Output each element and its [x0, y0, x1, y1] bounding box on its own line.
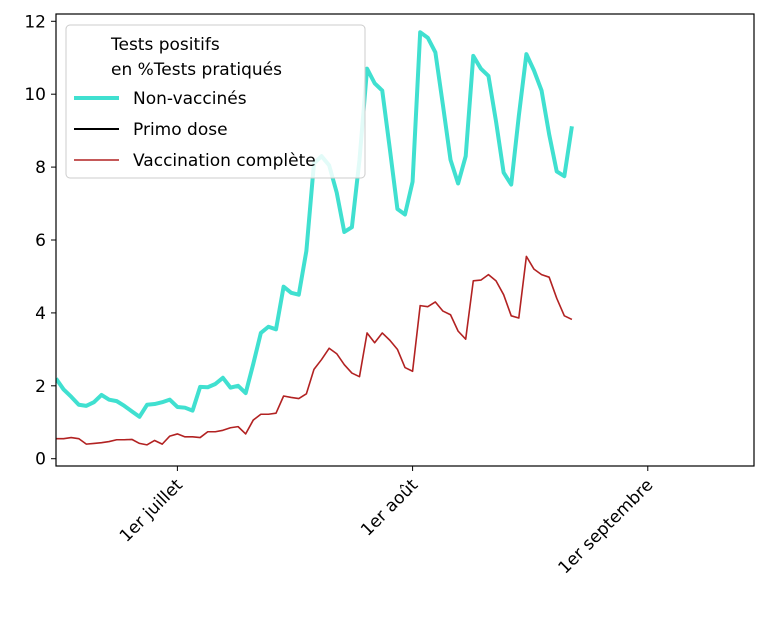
y-tick-label: 12 — [24, 12, 46, 32]
legend: Tests positifs en %Tests pratiqués Non-vac… — [65, 24, 366, 179]
y-tick-label: 4 — [35, 304, 46, 324]
y-tick-label: 0 — [35, 450, 46, 470]
y-tick-label: 10 — [24, 85, 46, 105]
legend-entry: Vaccination complète — [133, 151, 316, 171]
x-tick-label: 1er août — [357, 475, 422, 540]
y-tick-label: 6 — [35, 231, 46, 251]
legend-entry: Non-vaccinés — [133, 89, 247, 109]
x-tick-label: 1er septembre — [555, 475, 658, 578]
legend-box — [65, 24, 366, 179]
y-axis: 0 2 4 6 8 10 12 — [24, 12, 56, 470]
y-tick-label: 8 — [35, 158, 46, 178]
x-axis: 1er juillet 1er août 1er septembre — [116, 466, 657, 578]
series-line-vaccination-complete — [56, 255, 573, 446]
y-tick-label: 2 — [35, 377, 46, 397]
x-tick-label: 1er juillet — [116, 475, 187, 546]
legend-title: en %Tests pratiqués — [111, 60, 282, 80]
legend-title: Tests positifs — [110, 35, 220, 55]
legend-entry: Primo dose — [133, 120, 228, 140]
